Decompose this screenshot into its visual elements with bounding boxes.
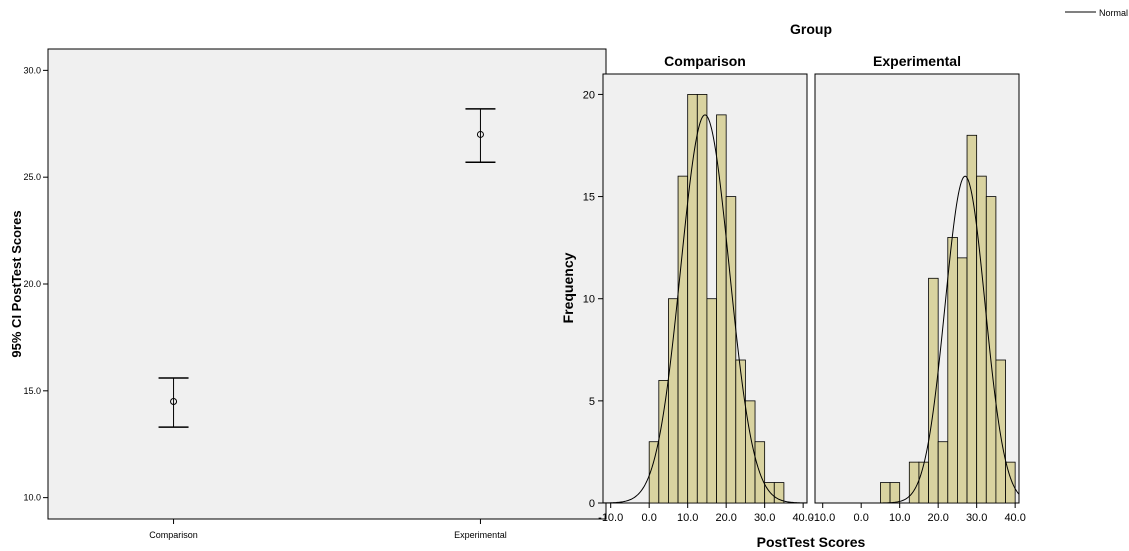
- errorbar-x-tick-label: Experimental: [454, 530, 507, 540]
- histogram-bar: [918, 461, 929, 504]
- histogram-bars-experimental: [880, 134, 1016, 504]
- histogram-x-tick-label: 10.0: [889, 512, 910, 524]
- panel-header-comparison: Comparison: [664, 53, 746, 69]
- histogram-bar: [937, 441, 949, 504]
- errorbar-x-ticks: Comparison Experimental: [149, 519, 507, 540]
- histogram-x-ticks: -10.0 0.0 10.0 20.0 30.0 40.0-10.0 0.0 10.0 20.0…: [598, 503, 1026, 524]
- histogram-y-tick-label: 10: [583, 294, 595, 306]
- errorbar-y-ticks: 10.0 15.0 20.0 25.0 30.0: [23, 65, 48, 503]
- histogram-bar: [889, 482, 901, 504]
- histogram-bar: [716, 114, 727, 504]
- histogram-x-tick-label: 40.0: [1004, 512, 1025, 524]
- histogram-y-tick-label: 15: [583, 192, 595, 204]
- histogram-x-tick-label: 0.0: [642, 512, 657, 524]
- histogram-x-tick-label: 10.0: [677, 512, 698, 524]
- histogram-bar: [773, 482, 785, 504]
- histogram-bar: [735, 359, 746, 504]
- errorbar-y-tick-label: 10.0: [23, 493, 41, 503]
- errorbar-y-tick-label: 20.0: [23, 279, 41, 289]
- histogram-chart: Group Normal Comparison Experimental 0 5 1…: [560, 8, 1128, 550]
- histogram-x-tick-label: 30.0: [754, 512, 775, 524]
- errorbar-mean-marker: [476, 130, 484, 138]
- histogram-bar: [985, 196, 997, 504]
- normal-curve-line: [602, 114, 808, 504]
- errorbar-mean-marker: [170, 398, 178, 405]
- histogram-title: Group: [790, 21, 832, 37]
- histogram-bar: [957, 257, 968, 504]
- errorbar-x-tick-label: Comparison: [149, 530, 198, 540]
- histogram-x-tick-label: 20.0: [715, 512, 736, 524]
- normal-curve-line: [815, 175, 1020, 504]
- histogram-x-tick-label: -10.0: [810, 512, 835, 524]
- errorbar-y-tick-label: 30.0: [23, 65, 41, 75]
- histogram-x-tick-label: 0.0: [854, 512, 869, 524]
- histogram-bar: [880, 482, 891, 504]
- histogram-y-ticks: 0 5 10 15 20: [583, 89, 603, 510]
- legend: Normal: [1065, 8, 1128, 18]
- errorbar-plot-area: [47, 48, 607, 520]
- histogram-bar: [928, 277, 939, 504]
- histogram-x-tick-label: -10.0: [598, 512, 623, 524]
- histogram-x-axis-label: PostTest Scores: [757, 534, 866, 550]
- histogram-bar: [668, 298, 679, 504]
- histogram-bar: [976, 175, 987, 504]
- histogram-bar: [764, 482, 775, 504]
- histogram-y-tick-label: 5: [589, 396, 595, 408]
- legend-label-normal: Normal: [1099, 8, 1128, 18]
- errorbar-y-tick-label: 15.0: [23, 386, 41, 396]
- histogram-bar: [687, 94, 698, 504]
- histogram-y-tick-label: 20: [583, 89, 595, 101]
- histogram-y-tick-label: 0: [589, 498, 595, 510]
- histogram-bar: [696, 94, 708, 504]
- histogram-y-axis-label: Frequency: [560, 252, 576, 323]
- histogram-bar: [725, 196, 737, 504]
- histogram-bar: [706, 298, 717, 504]
- panel-header-experimental: Experimental: [873, 53, 961, 69]
- histogram-x-tick-label: 20.0: [927, 512, 948, 524]
- normal-curves: [602, 114, 1020, 504]
- histogram-bar: [966, 134, 978, 504]
- histogram-bars-comparison: [648, 94, 785, 504]
- errorbar-y-tick-label: 25.0: [23, 172, 41, 182]
- histogram-bar: [677, 175, 689, 504]
- errorbar-y-axis-label: 95% CI PostTest Scores: [9, 210, 24, 357]
- histogram-x-tick-label: 40.0: [792, 512, 813, 524]
- errorbar-marks: [158, 108, 496, 428]
- histogram-bar: [995, 359, 1006, 504]
- histogram-bar: [658, 380, 669, 504]
- histogram-x-tick-label: 30.0: [966, 512, 987, 524]
- histogram-bar: [1005, 461, 1016, 504]
- errorbar-chart: 10.0 15.0 20.0 25.0 30.0 Comparison Experimen…: [9, 48, 607, 540]
- histogram-bar: [947, 237, 958, 504]
